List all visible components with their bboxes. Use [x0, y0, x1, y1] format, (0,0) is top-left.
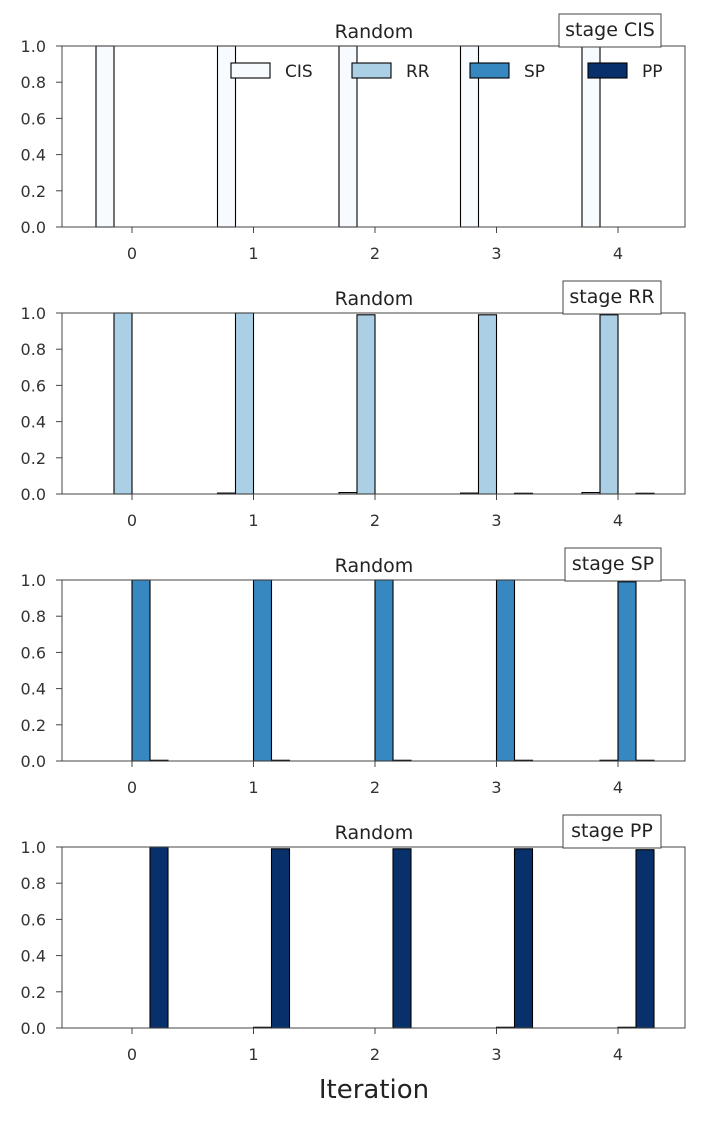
legend-label-sp: SP — [524, 62, 545, 82]
y-tick-label: 0.0 — [21, 485, 46, 504]
legend-swatch-sp — [469, 62, 510, 79]
panel-title: Random — [335, 288, 414, 310]
legend-swatch-cis — [230, 62, 271, 79]
bar-cis-0 — [95, 45, 115, 228]
bar-sp-2 — [374, 579, 394, 762]
bar-pp-1 — [270, 848, 291, 1029]
x-tick-label: 3 — [491, 511, 501, 530]
x-tick-label: 0 — [127, 778, 137, 797]
y-tick-label: 0.2 — [21, 182, 46, 201]
y-tick-label: 0.0 — [21, 1019, 46, 1038]
bar-pp-2 — [392, 848, 412, 1029]
stage-annotation: stage RR — [569, 286, 654, 308]
y-tick-label: 0.6 — [21, 376, 46, 395]
y-tick-label: 0.2 — [21, 449, 46, 468]
y-tick-label: 0.2 — [21, 716, 46, 735]
plot-frame — [61, 846, 686, 1029]
plot-frame — [61, 45, 686, 228]
x-tick-label: 0 — [127, 1045, 137, 1064]
plot-frame — [61, 579, 686, 762]
stage-annotation: stage PP — [571, 820, 653, 842]
bar-sp-1 — [252, 579, 273, 762]
x-tick-label: 4 — [613, 778, 623, 797]
bar-pp-4 — [635, 849, 655, 1029]
bar-sp-3 — [495, 579, 516, 762]
bar-rr-3 — [477, 314, 498, 495]
plot-frame — [61, 312, 686, 495]
legend-label-rr: RR — [406, 62, 430, 82]
y-tick-label: 0.0 — [21, 752, 46, 771]
stage-annotation-box — [558, 13, 662, 48]
y-tick-label: 0.4 — [21, 146, 46, 165]
stage-annotation-box — [562, 814, 662, 849]
stage-annotation: stage SP — [572, 553, 654, 575]
x-tick-label: 4 — [613, 1045, 623, 1064]
legend-label-pp: PP — [642, 62, 663, 82]
x-tick-label: 2 — [370, 778, 380, 797]
x-tick-label: 1 — [248, 1045, 258, 1064]
x-tick-label: 1 — [248, 244, 258, 263]
bar-rr-4 — [599, 314, 619, 495]
bar-sp-4 — [617, 581, 637, 762]
panel-title: Random — [335, 822, 414, 844]
bar-rr-2 — [356, 314, 376, 495]
x-tick-label: 2 — [370, 244, 380, 263]
y-tick-label: 1.0 — [21, 304, 46, 323]
y-tick-label: 0.8 — [21, 340, 46, 359]
x-tick-label: 2 — [370, 1045, 380, 1064]
y-tick-label: 0.4 — [21, 413, 46, 432]
stage-annotation-box — [562, 280, 662, 315]
x-tick-label: 2 — [370, 511, 380, 530]
y-tick-label: 0.0 — [21, 218, 46, 237]
y-tick-label: 0.8 — [21, 73, 46, 92]
x-tick-label: 1 — [248, 778, 258, 797]
y-tick-label: 1.0 — [21, 838, 46, 857]
y-tick-label: 0.6 — [21, 643, 46, 662]
legend-label-cis: CIS — [285, 62, 313, 82]
x-tick-label: 4 — [613, 511, 623, 530]
bar-pp-0 — [149, 846, 169, 1029]
x-tick-label: 4 — [613, 244, 623, 263]
stage-annotation-box — [564, 547, 662, 582]
x-tick-label: 3 — [491, 244, 501, 263]
y-tick-label: 0.8 — [21, 874, 46, 893]
bar-rr-1 — [234, 312, 255, 495]
bar-sp-0 — [131, 579, 151, 762]
x-tick-label: 3 — [491, 778, 501, 797]
x-axis-label: Iteration — [319, 1075, 429, 1105]
stage-annotation: stage CIS — [565, 19, 655, 41]
y-tick-label: 0.4 — [21, 947, 46, 966]
legend-swatch-pp — [587, 62, 628, 79]
legend-swatch-rr — [351, 62, 392, 79]
bar-rr-0 — [113, 312, 133, 495]
y-tick-label: 0.6 — [21, 109, 46, 128]
y-tick-label: 0.2 — [21, 983, 46, 1002]
x-tick-label: 3 — [491, 1045, 501, 1064]
panel-title: Random — [335, 21, 414, 43]
y-tick-label: 0.8 — [21, 607, 46, 626]
y-tick-label: 0.6 — [21, 910, 46, 929]
y-tick-label: 0.4 — [21, 680, 46, 699]
y-tick-label: 1.0 — [21, 37, 46, 56]
bar-pp-3 — [513, 848, 534, 1029]
x-tick-label: 0 — [127, 511, 137, 530]
panel-title: Random — [335, 555, 414, 577]
x-tick-label: 0 — [127, 244, 137, 263]
x-tick-label: 1 — [248, 511, 258, 530]
y-tick-label: 1.0 — [21, 571, 46, 590]
